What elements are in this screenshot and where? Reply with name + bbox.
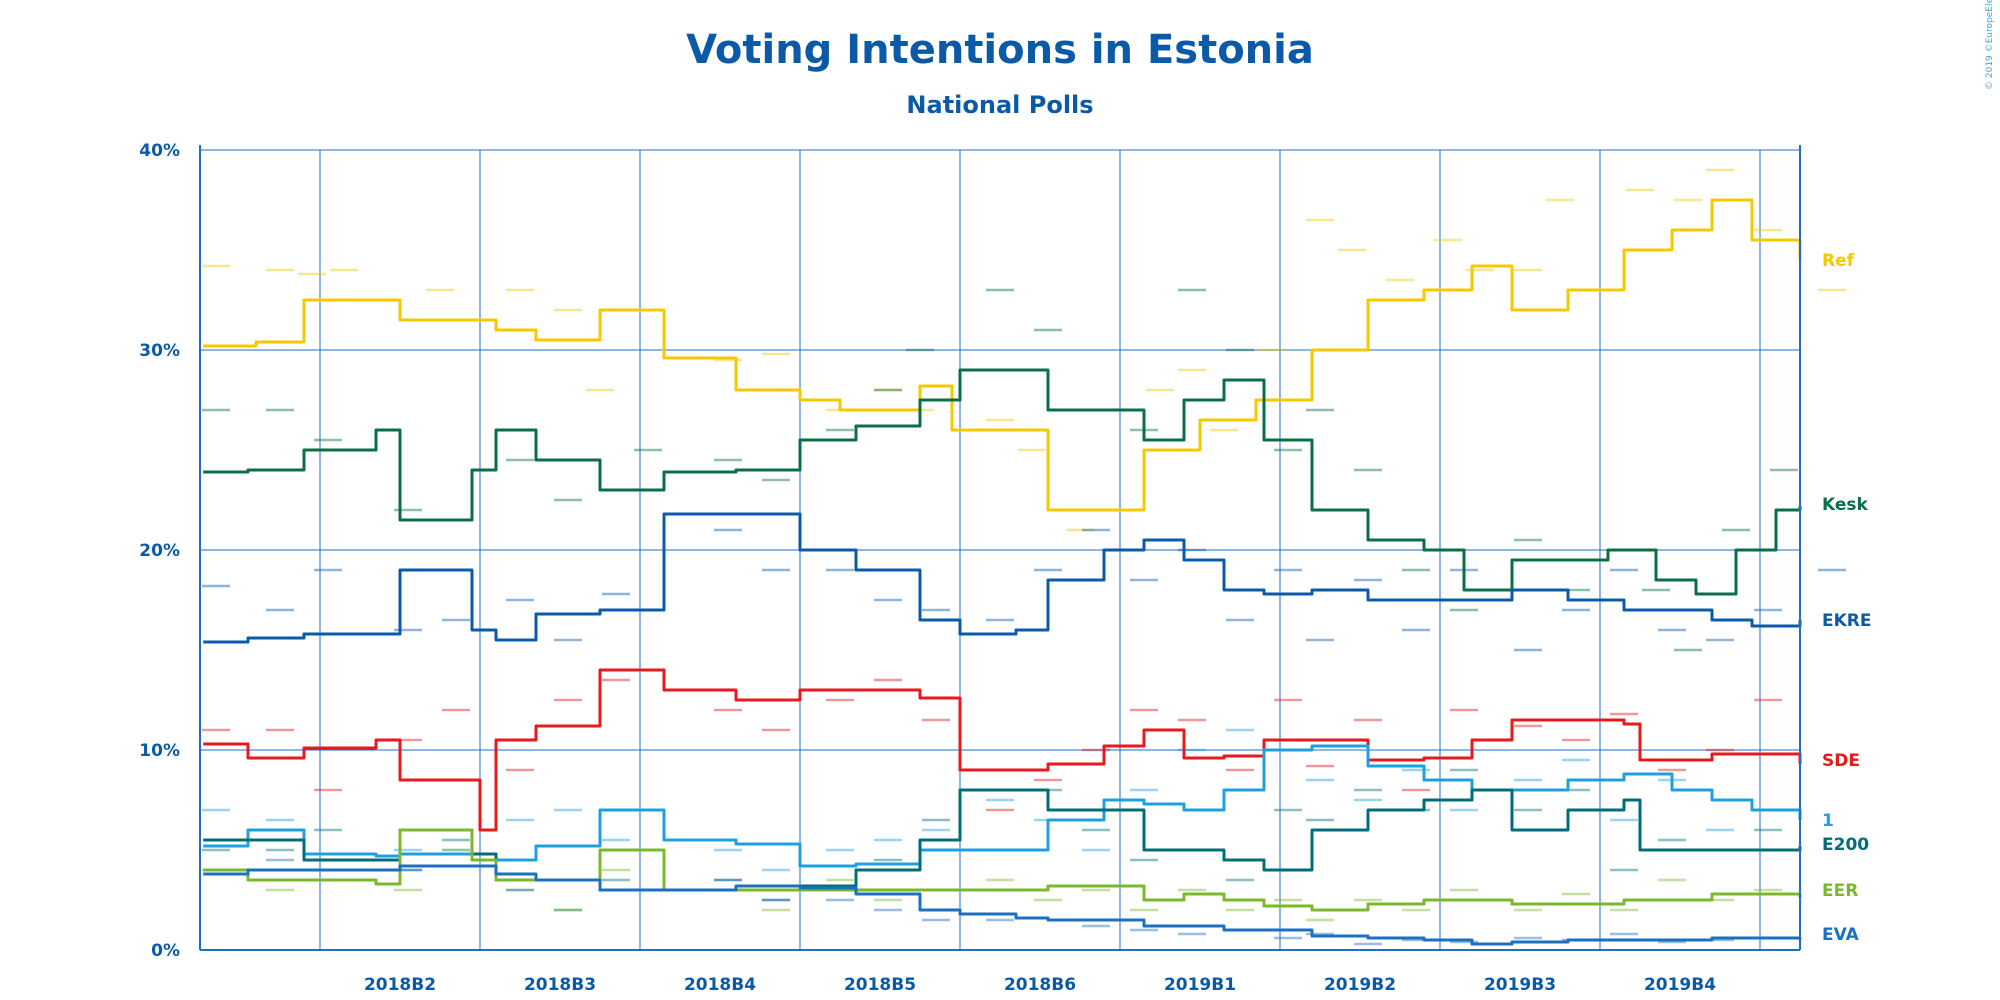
y-tick-label: 40% [139, 141, 180, 161]
series-line-kesk [203, 368, 1802, 596]
series-line-eva [203, 864, 1802, 946]
series-lines [203, 198, 1802, 946]
series-line-sde [203, 668, 1802, 832]
y-tick-label: 10% [139, 741, 180, 761]
x-tick-label: 2019B3 [1484, 975, 1556, 995]
series-label-1: 1 [1822, 811, 1834, 831]
x-tick-label: 2018B6 [1004, 975, 1076, 995]
series-label-sde: SDE [1822, 751, 1860, 771]
y-tick-label: 30% [139, 341, 180, 361]
chart-title: Voting Intentions in Estonia [686, 27, 1314, 73]
series-line-1 [203, 744, 1802, 868]
series-label-eva: EVA [1822, 925, 1860, 945]
series-label-kesk: Kesk [1822, 495, 1869, 515]
series-line-ref [203, 198, 1802, 512]
x-tick-label: 2019B4 [1644, 975, 1716, 995]
copyright-note: © 2019 ©EuropeElects [1985, 0, 1995, 90]
series-labels: Ref Kesk EKRE SDE 1 E200 EER EVA [1822, 251, 1872, 945]
x-tick-label: 2018B5 [844, 975, 916, 995]
series-line-eer [203, 828, 1802, 912]
x-tick-label: 2018B2 [364, 975, 436, 995]
series-label-ref: Ref [1822, 251, 1855, 271]
x-tick-label: 2019B2 [1324, 975, 1396, 995]
x-tick-label: 2018B3 [524, 975, 596, 995]
y-tick-label: 20% [139, 541, 180, 561]
series-label-e200: E200 [1822, 835, 1869, 855]
axes: 0% 10% 20% 30% 40% 2018B2 2018B3 2018B4 2018B5 20… [139, 141, 1801, 995]
series-line-e200 [203, 788, 1802, 892]
chart-subtitle: National Polls [906, 91, 1093, 119]
y-tick-label: 0% [151, 941, 180, 961]
poll-dashes [202, 168, 1846, 946]
series-line-ekre [203, 512, 1802, 644]
x-tick-label: 2018B4 [684, 975, 756, 995]
series-label-eer: EER [1822, 881, 1858, 901]
x-tick-label: 2019B1 [1164, 975, 1236, 995]
series-label-ekre: EKRE [1822, 611, 1872, 631]
